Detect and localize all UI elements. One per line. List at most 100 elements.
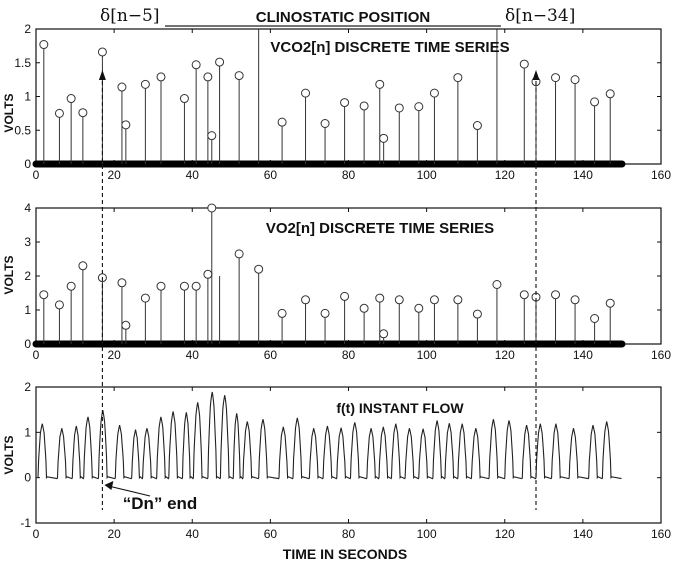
flow-flow-trace: [37, 391, 622, 480]
vo2-panel: 0 20 40 60 80 100 120 140 160 0 1 2 3 4: [24, 201, 671, 362]
vco2-stem-marker: [320, 119, 330, 128]
vo2-xtick-label: 160: [651, 348, 671, 362]
vo2-stem-marker: [301, 295, 311, 305]
flow-ytick-label: 0: [24, 471, 31, 485]
vo2-stem-marker: [207, 203, 217, 213]
vo2-stem-marker: [570, 295, 580, 305]
vo2-stem-marker: [156, 281, 166, 291]
vco2-stem-marker: [117, 82, 127, 92]
vo2-ytick-label: 0: [24, 337, 31, 351]
vco2-stem-marker: [156, 72, 166, 82]
vco2-xtick-label: 40: [186, 168, 200, 182]
vo2-stem-marker: [605, 298, 615, 308]
vco2-stem-marker: [301, 88, 311, 98]
x-axis-label: TIME IN SECONDS: [283, 546, 407, 562]
flow-ylabel: VOLTS: [2, 435, 16, 474]
dn-pointer-arrowhead: [104, 481, 114, 490]
flow-xtick-label: 100: [417, 527, 437, 541]
vo2-stem-marker: [234, 249, 244, 259]
vo2-stem-marker: [492, 280, 502, 289]
vco2-stem-marker: [414, 102, 424, 112]
vco2-stem-marker: [519, 59, 529, 69]
vo2-stem-marker: [551, 290, 561, 300]
vco2-panel: 0 20 40 60 80 100 120 140 160 0 0.5 1 1.5 2: [14, 22, 671, 182]
vo2-stem-marker: [66, 281, 76, 291]
vco2-xtick-label: 0: [33, 168, 40, 182]
vco2-xtick-label: 80: [342, 168, 356, 182]
vco2-stem-marker: [590, 97, 600, 107]
vo2-stem-marker: [472, 309, 482, 319]
vco2-stem-marker: [375, 79, 385, 89]
vo2-title: VO2[n] DISCRETE TIME SERIES: [266, 220, 494, 237]
vo2-stem-marker: [429, 295, 439, 305]
vo2-xtick-label: 80: [342, 348, 356, 362]
vco2-stem-marker: [359, 101, 369, 111]
vco2-stem-marker: [340, 98, 350, 108]
vco2-ytick-label: 1: [24, 90, 31, 104]
vco2-xtick-label: 140: [573, 168, 593, 182]
dn-pointer-line: [108, 485, 151, 497]
flow-xtick-label: 60: [264, 527, 278, 541]
vo2-stem-marker: [277, 308, 287, 318]
vo2-stem-marker: [117, 278, 127, 288]
vo2-stem-marker: [254, 264, 264, 274]
vo2-xtick-label: 20: [107, 348, 121, 362]
vo2-stem-marker: [590, 314, 600, 323]
vo2-ylabel: VOLTS: [2, 255, 16, 294]
vo2-stem-marker: [140, 293, 150, 303]
vo2-stem-marker: [203, 269, 213, 279]
vo2-stem-marker: [54, 300, 64, 310]
vo2-stem-marker: [394, 295, 404, 305]
vco2-stem-marker: [121, 120, 131, 130]
vo2-stem-marker: [519, 290, 529, 300]
event-markers: [98, 70, 540, 510]
delta-right-label: δ[n−34]: [505, 6, 575, 26]
vo2-stem-marker: [359, 303, 369, 313]
flow-ytick-label: 1: [24, 425, 31, 439]
vo2-stem-marker: [78, 261, 88, 271]
vco2-xtick-label: 120: [495, 168, 515, 182]
vo2-ytick-label: 4: [24, 201, 31, 215]
flow-xtick-label: 20: [107, 527, 121, 541]
delta-left-label: δ[n−5]: [100, 6, 160, 26]
vco2-stem-marker: [66, 94, 76, 104]
vo2-stem-marker: [453, 295, 463, 305]
vo2-xtick-label: 100: [417, 348, 437, 362]
vco2-ytick-label: 1.5: [14, 56, 31, 70]
flow-xtick-label: 120: [495, 527, 515, 541]
vco2-ylabel: VOLTS: [2, 93, 16, 132]
vco2-stem-marker: [54, 108, 64, 118]
vo2-stem-marker: [121, 320, 131, 330]
vco2-title: VCO2[n] DISCRETE TIME SERIES: [270, 39, 509, 56]
flow-ytick-label: -1: [20, 516, 31, 530]
vco2-ytick-label: 2: [24, 22, 31, 36]
vco2-xtick-label: 100: [417, 168, 437, 182]
vco2-stem-marker: [429, 88, 439, 98]
main-title: CLINOSTATIC POSITION: [256, 9, 430, 26]
vco2-xtick-label: 20: [107, 168, 121, 182]
vco2-stem-marker: [277, 117, 287, 127]
vo2-stem-marker: [379, 329, 389, 339]
vco2-stem-marker: [234, 71, 244, 81]
flow-xtick-label: 80: [342, 527, 356, 541]
vo2-xtick-label: 0: [33, 348, 40, 362]
left-event-arrowhead: [98, 70, 106, 80]
vo2-ytick-label: 3: [24, 235, 31, 249]
vo2-ytick-label: 2: [24, 269, 31, 283]
vo2-xtick-label: 120: [495, 348, 515, 362]
vo2-xtick-label: 140: [573, 348, 593, 362]
vco2-stem-marker: [203, 72, 213, 82]
vco2-stem-marker: [551, 73, 561, 83]
vco2-stem-marker: [39, 40, 49, 50]
vco2-ytick-label: 0: [24, 157, 31, 171]
flow-xtick-label: 0: [33, 527, 40, 541]
vco2-stem-marker: [472, 121, 482, 131]
vco2-xtick-label: 160: [651, 168, 671, 182]
vco2-stem-marker: [140, 79, 150, 89]
vco2-stem-marker: [605, 89, 615, 99]
vo2-ytick-label: 1: [24, 303, 31, 317]
vco2-ytick-label: 0.5: [14, 123, 31, 137]
vco2-stem-marker: [379, 133, 389, 143]
